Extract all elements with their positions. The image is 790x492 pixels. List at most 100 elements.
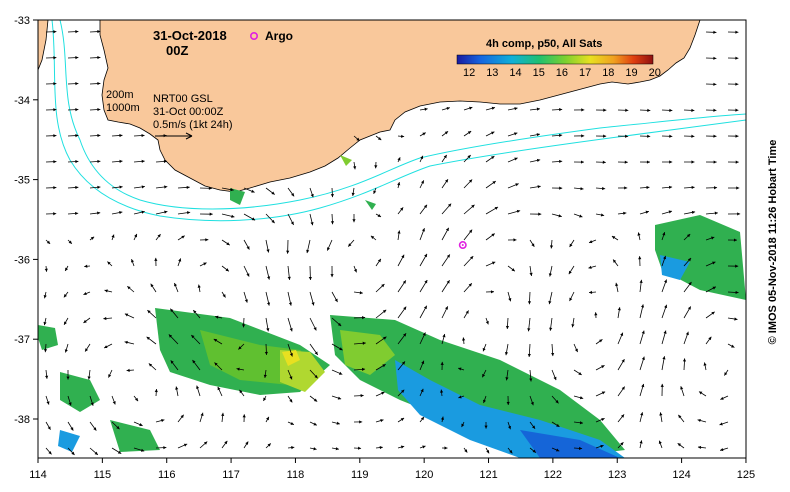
current-vector-head <box>327 247 330 251</box>
current-vector-head <box>359 420 363 424</box>
current-vector-head <box>209 212 213 216</box>
current-vector-head <box>75 185 79 190</box>
current-vector-head <box>677 443 682 447</box>
current-vector-head <box>53 212 57 216</box>
current-vector-head <box>370 235 375 239</box>
current-vector-head <box>569 243 573 248</box>
current-vector-head <box>660 383 664 387</box>
current-vector-head <box>697 418 701 423</box>
current-vector-head <box>559 159 563 164</box>
current-vector-head <box>353 166 357 170</box>
current-vector-head <box>443 154 447 159</box>
lon-tick-label: 124 <box>672 469 690 481</box>
vector-scale-arrow <box>155 132 193 140</box>
current-vector-head <box>424 107 428 111</box>
current-vector-head <box>53 134 57 138</box>
current-vector-head <box>697 445 702 449</box>
current-vector-head <box>397 230 401 234</box>
current-vector-head <box>266 249 270 253</box>
current-vector-head <box>289 328 293 332</box>
lon-tick-label: 118 <box>287 469 305 481</box>
current-vector-head <box>124 340 128 345</box>
current-vector-head <box>537 185 541 189</box>
current-vector-head <box>555 448 560 452</box>
current-vector-head <box>483 399 487 404</box>
current-vector-head <box>559 186 563 190</box>
current-vector-head <box>290 421 294 425</box>
current-vector-head <box>311 302 315 306</box>
longitude-axis: 114 115 116 117 118 119 120 121 122 123 124 125 <box>29 458 755 481</box>
current-vector-head <box>203 441 208 445</box>
current-vector-head <box>446 280 450 284</box>
current-vector-head <box>422 445 426 449</box>
current-vector-head <box>401 361 406 365</box>
current-vector-head <box>686 234 691 238</box>
current-vector-head <box>310 221 314 226</box>
lon-tick-label: 117 <box>222 469 240 481</box>
current-vector-head <box>624 186 628 190</box>
current-vector-head <box>164 210 168 214</box>
current-vector-head <box>222 294 226 298</box>
current-vector-head <box>103 316 107 321</box>
lat-tick-label: -34 <box>14 95 30 107</box>
current-vector-head <box>147 310 151 314</box>
current-vector-head <box>514 107 518 111</box>
current-vector-head <box>380 419 384 423</box>
current-vector-head <box>611 236 616 240</box>
current-vector-head <box>351 192 355 196</box>
current-vector-head <box>94 451 98 455</box>
current-vector-head <box>150 283 154 288</box>
current-vector-head <box>314 351 318 355</box>
current-vector-head <box>251 189 255 193</box>
current-vector-head <box>53 108 57 112</box>
current-vector-head <box>200 412 204 417</box>
current-vector-head <box>600 444 604 448</box>
colorbar-tick-label: 19 <box>625 67 638 79</box>
current-vector-head <box>467 155 471 159</box>
current-vector-head <box>423 204 428 209</box>
current-vector-head <box>579 214 583 218</box>
product-timestamp: 31-Oct 00:00Z <box>153 106 224 118</box>
current-vector-head <box>71 451 75 455</box>
current-vector-head <box>141 133 145 138</box>
current-vector-head <box>291 446 295 450</box>
current-vector-head <box>197 284 201 288</box>
current-vector-head <box>263 397 267 401</box>
current-vector-head <box>423 305 427 310</box>
colorbar-tick-label: 18 <box>602 67 615 79</box>
lat-tick-label: -38 <box>14 414 30 426</box>
current-vector-head <box>446 254 450 258</box>
current-vector-head <box>75 211 79 216</box>
current-vector-head <box>289 376 293 380</box>
vector-scale-label: 0.5m/s (1kt 24h) <box>153 119 233 131</box>
current-vector-head <box>578 371 582 375</box>
current-vector-head <box>549 327 553 331</box>
current-vector-head <box>714 211 718 215</box>
current-vector-head <box>421 360 425 365</box>
current-vector-head <box>469 229 473 233</box>
current-vector-head <box>558 214 562 218</box>
colorbar <box>456 54 654 65</box>
plot-frame <box>37 19 747 459</box>
argo-float-marker <box>458 241 467 250</box>
current-vector-head <box>163 446 167 450</box>
current-vector-head <box>239 389 243 394</box>
current-vector-head <box>131 259 135 263</box>
current-vector-head <box>445 306 448 310</box>
lon-tick-label: 122 <box>544 469 562 481</box>
current-vector-head <box>362 315 366 320</box>
current-vector-head <box>422 132 426 136</box>
current-vector-field <box>43 29 741 456</box>
current-vector-head <box>402 280 406 284</box>
current-vector-head <box>621 386 625 390</box>
isobath-1000m <box>51 20 746 222</box>
current-vector-head <box>308 276 312 280</box>
current-vector-head <box>379 445 383 450</box>
credit-line: © IMOS 05-Nov-2018 11:26 Hobart Time <box>767 139 779 345</box>
current-vector-head <box>678 414 682 419</box>
current-vector-head <box>491 131 495 135</box>
colorbar-tick-label: 15 <box>532 67 545 79</box>
current-vector-head <box>373 190 377 194</box>
current-vector-head <box>682 358 687 362</box>
